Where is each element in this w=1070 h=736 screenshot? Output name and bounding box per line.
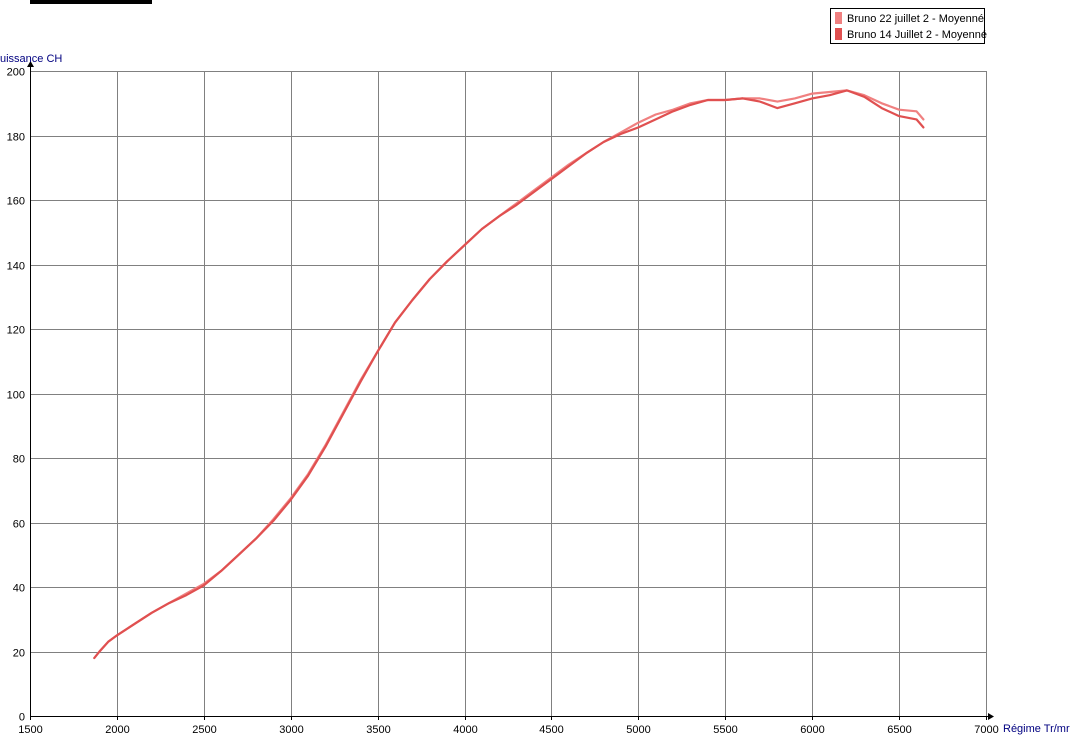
title-bar-fragment: [30, 0, 152, 4]
x-tick-label-4000: 4000: [453, 724, 477, 736]
axes: [27, 61, 994, 720]
legend-label-0: Bruno 22 juillet 2 - Moyenné: [847, 13, 984, 25]
y-tick-label-20: 20: [13, 648, 25, 660]
legend: Bruno 22 juillet 2 - Moyenné Bruno 14 Ju…: [830, 8, 987, 44]
x-tick-label-5000: 5000: [626, 724, 650, 736]
legend-swatch-0: [835, 12, 842, 24]
y-tick-label-120: 120: [7, 325, 25, 337]
y-tick-label-140: 140: [7, 261, 25, 273]
x-tick-label-5500: 5500: [713, 724, 737, 736]
legend-entry-1: Bruno 14 Juillet 2 - Moyenné: [835, 28, 987, 42]
y-tick-label-60: 60: [13, 519, 25, 531]
x-tick-label-2000: 2000: [105, 724, 129, 736]
x-axis-arrow: [988, 713, 994, 720]
x-tick-label-3000: 3000: [279, 724, 303, 736]
y-tick-label-80: 80: [13, 454, 25, 466]
y-tick-label-100: 100: [7, 390, 25, 402]
y-tick-label-40: 40: [13, 583, 25, 595]
legend-label-1: Bruno 14 Juillet 2 - Moyenné: [847, 29, 988, 41]
legend-entry-0: Bruno 22 juillet 2 - Moyenné: [835, 12, 984, 26]
x-tick-label-1500: 1500: [18, 724, 42, 736]
x-tick-label-6000: 6000: [800, 724, 824, 736]
series-lines: [93, 89, 925, 660]
y-axis-arrow: [27, 61, 34, 67]
x-tick-label-6500: 6500: [887, 724, 911, 736]
x-tick-label-2500: 2500: [192, 724, 216, 736]
series-line-1: [93, 89, 925, 660]
x-tick-label-3500: 3500: [366, 724, 390, 736]
grid: [30, 71, 987, 716]
y-tick-label-160: 160: [7, 196, 25, 208]
y-tick-label-0: 0: [19, 712, 25, 724]
y-tick-label-200: 200: [7, 67, 25, 79]
tick-labels: 1500 2000 2500 3000 3500 4000 4500 5000 5500 6000…: [7, 67, 999, 736]
x-axis-label: Régime Tr/mr: [1003, 723, 1070, 735]
x-tick-label-4500: 4500: [539, 724, 563, 736]
x-tick-label-7000: 7000: [974, 724, 998, 736]
legend-swatch-1: [835, 28, 842, 40]
y-axis-label: uissance CH: [0, 53, 63, 65]
y-tick-label-180: 180: [7, 132, 25, 144]
